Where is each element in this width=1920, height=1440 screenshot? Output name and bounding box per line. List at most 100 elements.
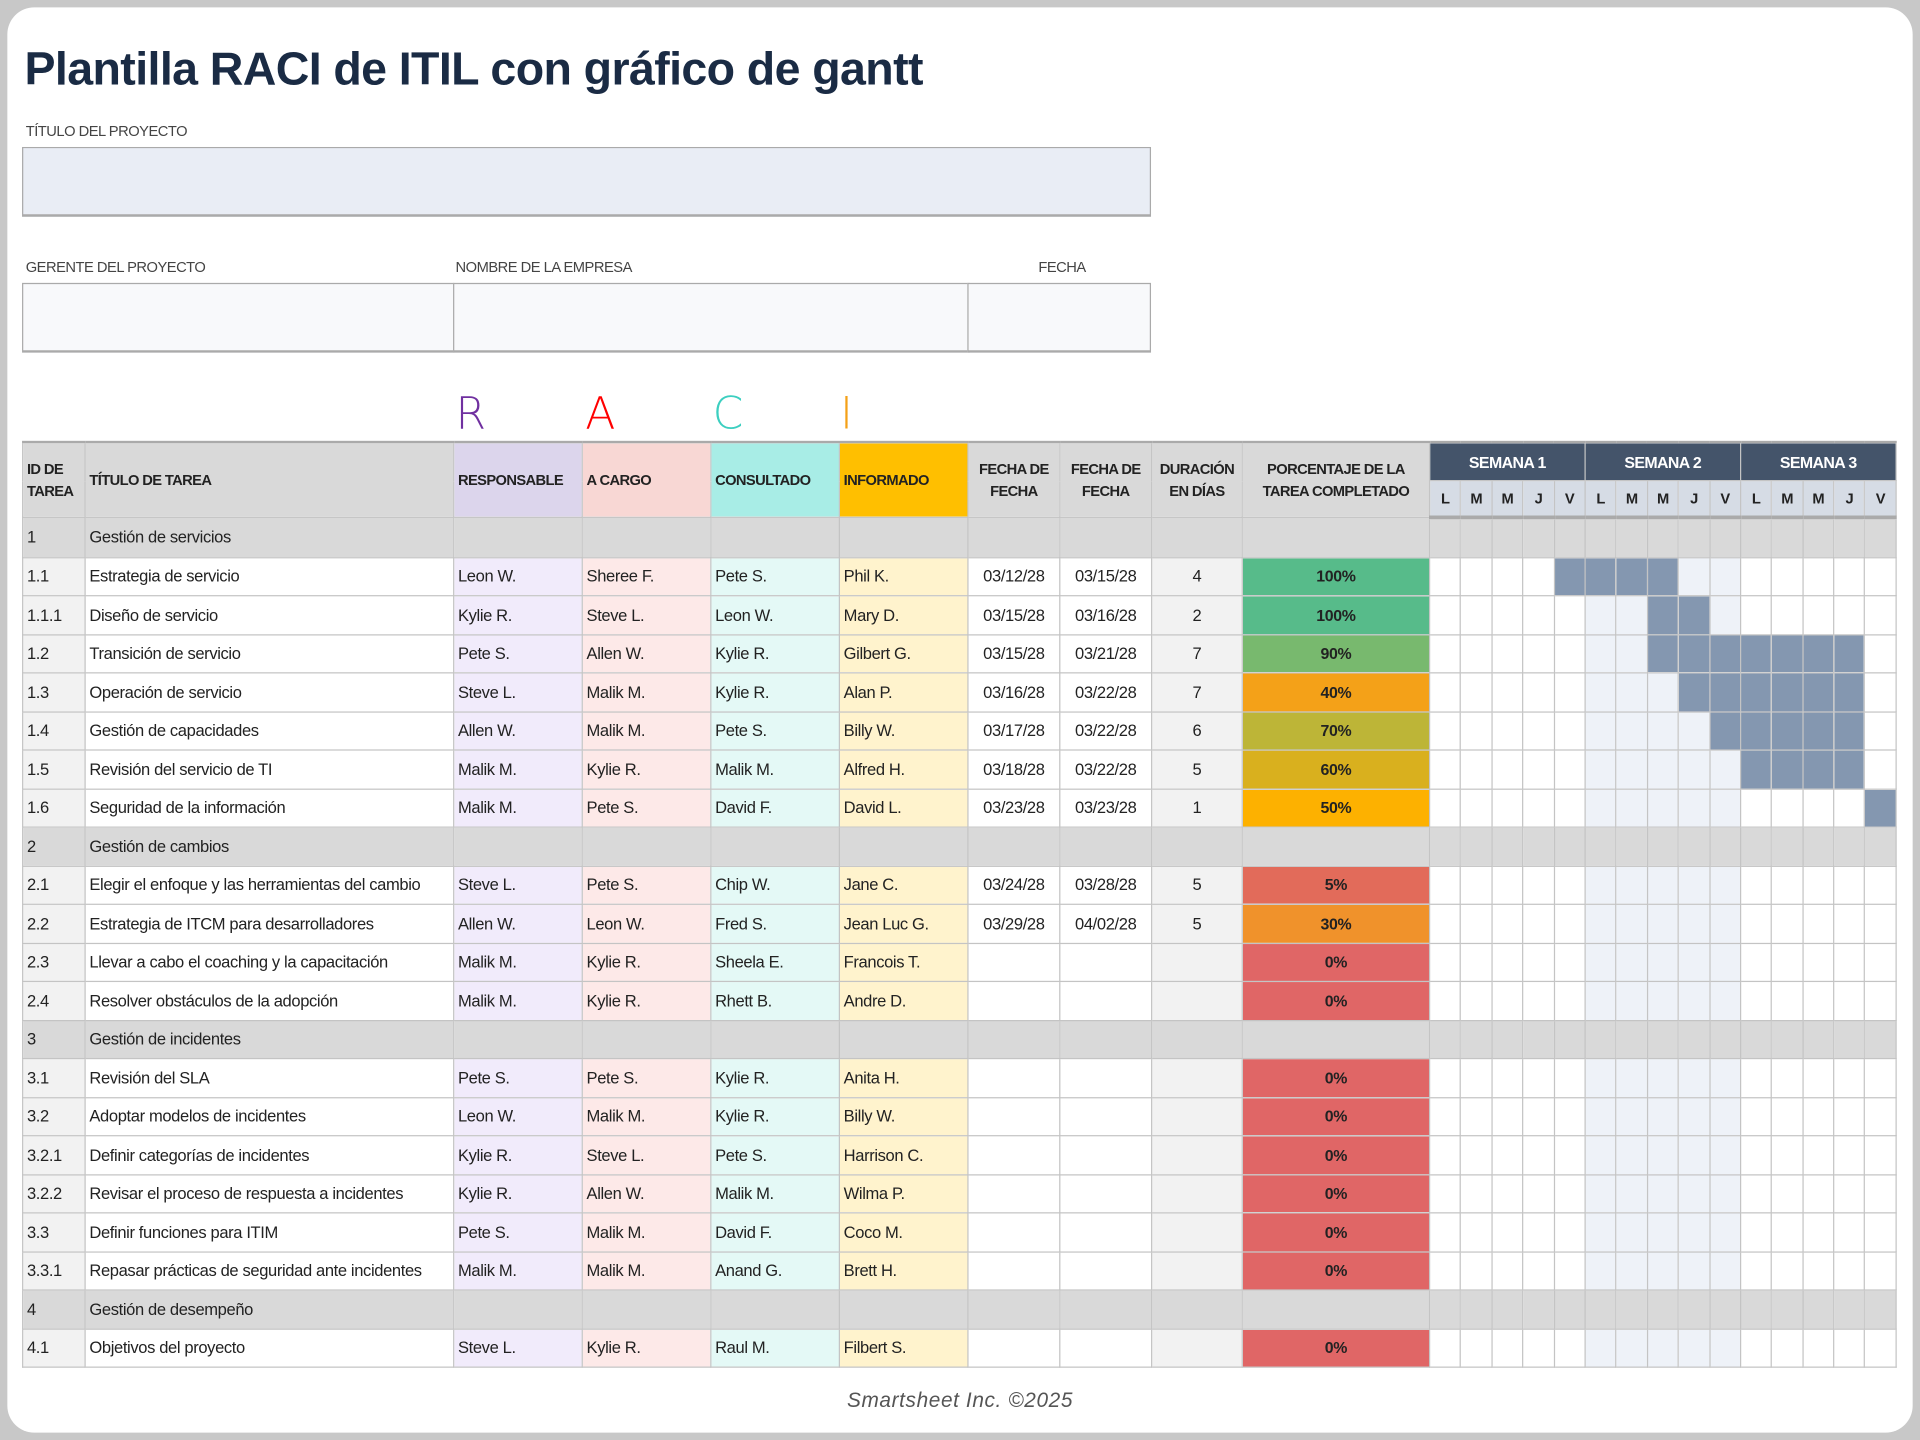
cell[interactable] [1059, 1289, 1153, 1330]
percent-complete-cell[interactable]: 0% [1241, 942, 1431, 983]
responsible-cell[interactable]: Malik M. [453, 1250, 583, 1291]
end-date-cell[interactable]: 03/28/28 [1059, 865, 1153, 905]
task-title[interactable]: Revisión del servicio de TI [84, 749, 455, 790]
informed-cell[interactable]: Alan P. [838, 672, 969, 713]
start-date-cell[interactable]: 03/17/28 [967, 710, 1061, 751]
accountable-cell[interactable]: Steve L. [581, 1135, 712, 1175]
cell[interactable] [967, 1289, 1061, 1330]
date-field[interactable] [967, 282, 1152, 353]
consulted-cell[interactable]: Kylie R. [710, 1057, 841, 1098]
cell[interactable] [1151, 516, 1243, 558]
informed-cell[interactable]: Harrison C. [838, 1135, 969, 1175]
percent-complete-cell[interactable]: 40% [1241, 672, 1431, 713]
end-date-cell[interactable] [1059, 1250, 1153, 1291]
task-title[interactable]: Gestión de capacidades [84, 710, 455, 751]
task-title[interactable]: Objetivos del proyecto [84, 1327, 455, 1368]
consulted-cell[interactable]: Anand G. [710, 1250, 841, 1291]
cell[interactable] [453, 1019, 583, 1060]
accountable-cell[interactable]: Sheree F. [581, 556, 712, 597]
cell[interactable] [453, 1289, 583, 1330]
percent-complete-cell[interactable]: 0% [1241, 1135, 1431, 1175]
start-date-cell[interactable] [967, 1057, 1061, 1098]
informed-cell[interactable]: Jane C. [838, 865, 969, 905]
informed-cell[interactable]: Billy W. [838, 1096, 969, 1137]
percent-complete-cell[interactable]: 100% [1241, 556, 1431, 597]
consulted-cell[interactable]: Pete S. [710, 710, 841, 751]
cell[interactable] [1241, 826, 1431, 867]
end-date-cell[interactable]: 03/21/28 [1059, 633, 1153, 674]
consulted-cell[interactable]: Kylie R. [710, 672, 841, 713]
percent-complete-cell[interactable]: 90% [1241, 633, 1431, 674]
percent-complete-cell[interactable]: 100% [1241, 595, 1431, 635]
responsible-cell[interactable]: Steve L. [453, 865, 583, 905]
task-title[interactable]: Definir funciones para ITIM [84, 1212, 455, 1253]
cell[interactable] [967, 1019, 1061, 1060]
start-date-cell[interactable] [967, 1173, 1061, 1214]
start-date-cell[interactable] [967, 1327, 1061, 1368]
start-date-cell[interactable]: 03/18/28 [967, 749, 1061, 790]
end-date-cell[interactable]: 03/22/28 [1059, 749, 1153, 790]
cell[interactable] [1241, 516, 1431, 558]
percent-complete-cell[interactable]: 0% [1241, 980, 1431, 1021]
start-date-cell[interactable]: 03/29/28 [967, 903, 1061, 944]
start-date-cell[interactable] [967, 1135, 1061, 1175]
task-title[interactable]: Repasar prácticas de seguridad ante inci… [84, 1250, 455, 1291]
task-title[interactable]: Revisión del SLA [84, 1057, 455, 1098]
percent-complete-cell[interactable]: 5% [1241, 865, 1431, 905]
cell[interactable] [581, 1019, 712, 1060]
accountable-cell[interactable]: Allen W. [581, 633, 712, 674]
task-title[interactable]: Revisar el proceso de respuesta a incide… [84, 1173, 455, 1214]
informed-cell[interactable]: Jean Luc G. [838, 903, 969, 944]
consulted-cell[interactable]: Pete S. [710, 1135, 841, 1175]
accountable-cell[interactable]: Allen W. [581, 1173, 712, 1214]
start-date-cell[interactable]: 03/15/28 [967, 633, 1061, 674]
accountable-cell[interactable]: Steve L. [581, 595, 712, 635]
percent-complete-cell[interactable]: 60% [1241, 749, 1431, 790]
task-title[interactable]: Gestión de cambios [84, 826, 455, 867]
start-date-cell[interactable] [967, 1096, 1061, 1137]
start-date-cell[interactable]: 03/24/28 [967, 865, 1061, 905]
consulted-cell[interactable]: Kylie R. [710, 1096, 841, 1137]
task-title[interactable]: Estrategia de servicio [84, 556, 455, 597]
start-date-cell[interactable]: 03/15/28 [967, 595, 1061, 635]
task-title[interactable]: Diseño de servicio [84, 595, 455, 635]
start-date-cell[interactable]: 03/16/28 [967, 672, 1061, 713]
percent-complete-cell[interactable]: 70% [1241, 710, 1431, 751]
task-title[interactable]: Operación de servicio [84, 672, 455, 713]
task-title[interactable]: Gestión de incidentes [84, 1019, 455, 1060]
consulted-cell[interactable]: Malik M. [710, 1173, 841, 1214]
start-date-cell[interactable] [967, 942, 1061, 983]
cell[interactable] [710, 516, 841, 558]
accountable-cell[interactable]: Malik M. [581, 1250, 712, 1291]
informed-cell[interactable]: Alfred H. [838, 749, 969, 790]
start-date-cell[interactable] [967, 1250, 1061, 1291]
informed-cell[interactable]: Anita H. [838, 1057, 969, 1098]
accountable-cell[interactable]: Leon W. [581, 903, 712, 944]
end-date-cell[interactable] [1059, 1173, 1153, 1214]
responsible-cell[interactable]: Malik M. [453, 787, 583, 828]
informed-cell[interactable]: Francois T. [838, 942, 969, 983]
accountable-cell[interactable]: Pete S. [581, 865, 712, 905]
end-date-cell[interactable]: 03/22/28 [1059, 672, 1153, 713]
end-date-cell[interactable] [1059, 1212, 1153, 1253]
consulted-cell[interactable]: Kylie R. [710, 633, 841, 674]
accountable-cell[interactable]: Pete S. [581, 1057, 712, 1098]
accountable-cell[interactable]: Kylie R. [581, 1327, 712, 1368]
end-date-cell[interactable] [1059, 1135, 1153, 1175]
cell[interactable] [1241, 1019, 1431, 1060]
informed-cell[interactable]: Mary D. [838, 595, 969, 635]
cell[interactable] [838, 516, 969, 558]
cell[interactable] [710, 826, 841, 867]
percent-complete-cell[interactable]: 0% [1241, 1327, 1431, 1368]
task-title[interactable]: Gestión de desempeño [84, 1289, 455, 1330]
consulted-cell[interactable]: David F. [710, 787, 841, 828]
responsible-cell[interactable]: Allen W. [453, 710, 583, 751]
responsible-cell[interactable]: Malik M. [453, 942, 583, 983]
cell[interactable] [710, 1289, 841, 1330]
end-date-cell[interactable]: 03/23/28 [1059, 787, 1153, 828]
cell[interactable] [581, 1289, 712, 1330]
percent-complete-cell[interactable]: 0% [1241, 1057, 1431, 1098]
informed-cell[interactable]: Phil K. [838, 556, 969, 597]
task-title[interactable]: Llevar a cabo el coaching y la capacitac… [84, 942, 455, 983]
cell[interactable] [581, 826, 712, 867]
